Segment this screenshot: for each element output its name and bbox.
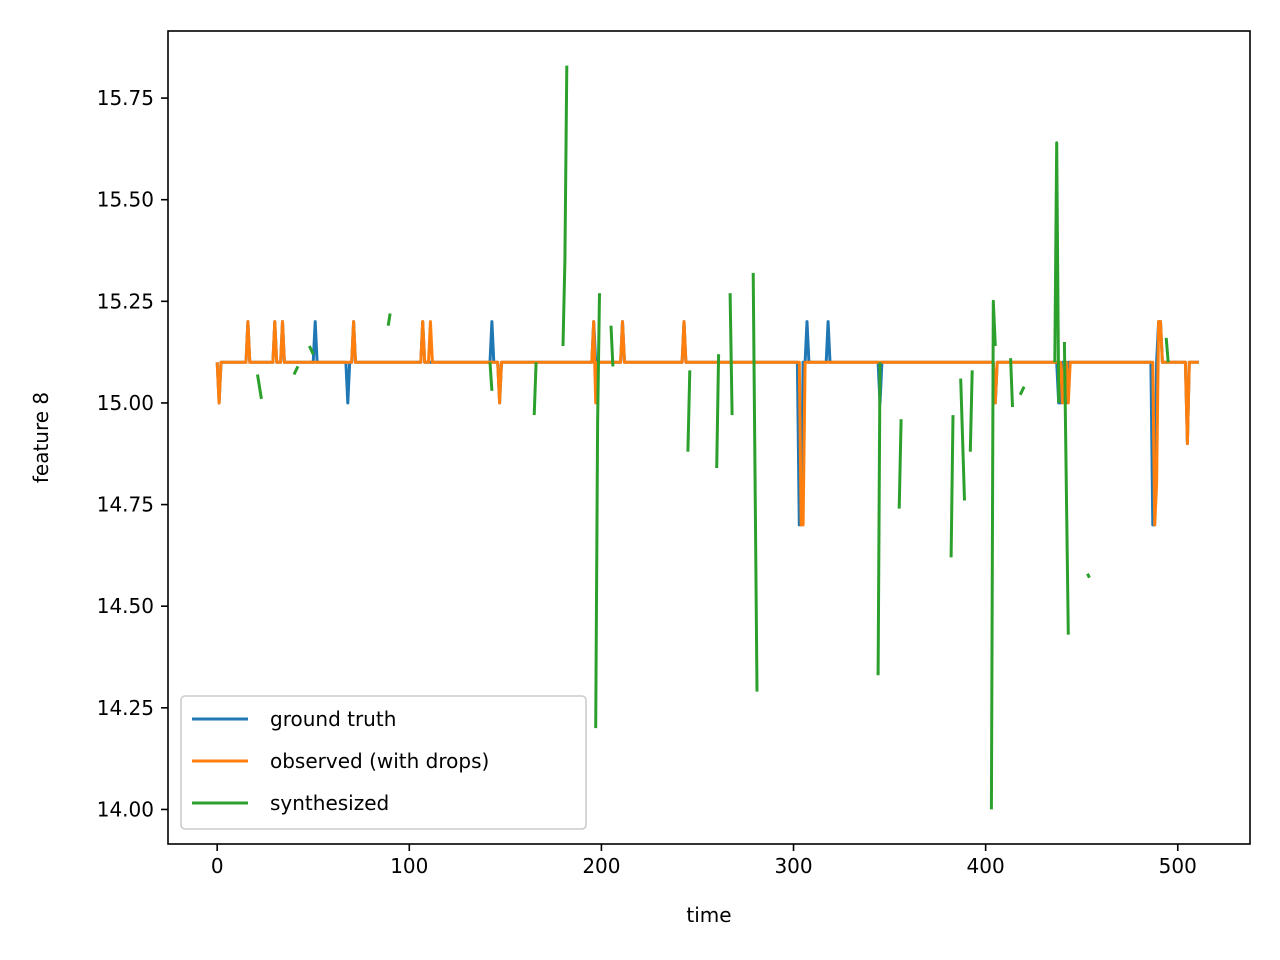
series-line-synthesized-segment-14 — [897, 419, 903, 509]
series-layer — [215, 65, 1199, 810]
series-line-synthesized-segment-1 — [292, 365, 300, 376]
series-line-synthesized-segment-8 — [609, 325, 615, 367]
series-line-synthesized-segment-23 — [1086, 573, 1091, 579]
legend-item-observed-with-drops: observed (with drops) — [192, 749, 489, 773]
y-tick-label: 15.00 — [97, 391, 154, 415]
y-tick-label: 14.50 — [97, 594, 154, 618]
series-line-synthesized-segment-20 — [1018, 386, 1026, 396]
legend: ground truth observed (with drops) synthes… — [180, 695, 587, 830]
legend-label: ground truth — [270, 707, 396, 731]
series-line-synthesized-segment-7 — [594, 293, 601, 729]
y-tick-label: 14.00 — [97, 797, 154, 821]
series-line-synthesized-segment-12 — [751, 272, 759, 692]
x-tick-label: 200 — [582, 854, 620, 878]
series-line-synthesized-segment-2 — [308, 345, 315, 355]
series-line-synthesized-segment-13 — [876, 362, 882, 676]
x-axis: 0 100 200 300 400 500 — [211, 844, 1197, 878]
y-axis-label: feature 8 — [29, 392, 53, 483]
x-axis-label: time — [686, 903, 731, 927]
series-observed-with-drops — [215, 320, 1199, 527]
legend-item-synthesized: synthesized — [192, 791, 389, 815]
series-line-synthesized-segment-6 — [561, 65, 569, 347]
series-line-synthesized-segment-9 — [686, 370, 692, 452]
series-line-synthesized-segment-24 — [1164, 337, 1170, 363]
y-tick-label: 15.75 — [97, 86, 154, 110]
series-line-synthesized-segment-17 — [968, 370, 974, 452]
series-line-synthesized-segment-10 — [715, 354, 721, 469]
series-line-observed-with-drops — [215, 320, 1199, 527]
series-line-synthesized-segment-11 — [728, 293, 734, 416]
series-synthesized — [256, 65, 1170, 810]
series-line-synthesized-segment-19 — [1009, 358, 1014, 408]
legend-box — [180, 695, 587, 830]
legend-label: observed (with drops) — [270, 749, 489, 773]
x-tick-label: 0 — [211, 854, 224, 878]
x-tick-label: 500 — [1159, 854, 1197, 878]
x-tick-label: 300 — [774, 854, 812, 878]
series-line-synthesized-segment-4 — [488, 362, 494, 391]
y-axis: 14.00 14.25 14.50 14.75 15.00 15.25 15.50 15.75 — [97, 86, 168, 821]
x-tick-label: 100 — [390, 854, 428, 878]
y-tick-label: 15.50 — [97, 188, 154, 212]
series-line-synthesized-segment-5 — [532, 362, 538, 416]
legend-label: synthesized — [270, 791, 389, 815]
series-line-synthesized-segment-3 — [386, 313, 392, 326]
series-line-synthesized-segment-16 — [959, 378, 966, 501]
x-tick-label: 400 — [967, 854, 1005, 878]
series-line-synthesized-segment-22 — [1062, 341, 1070, 635]
series-line-synthesized-segment-18 — [989, 299, 997, 810]
series-line-synthesized-segment-0 — [256, 374, 263, 400]
legend-item-ground-truth: ground truth — [192, 707, 396, 731]
plot-frame — [167, 30, 1251, 845]
y-tick-label: 14.75 — [97, 493, 154, 517]
y-tick-label: 15.25 — [97, 289, 154, 313]
series-line-synthesized-segment-15 — [949, 415, 955, 558]
series-line-synthesized-segment-21 — [1053, 141, 1061, 403]
y-tick-label: 14.25 — [97, 696, 154, 720]
